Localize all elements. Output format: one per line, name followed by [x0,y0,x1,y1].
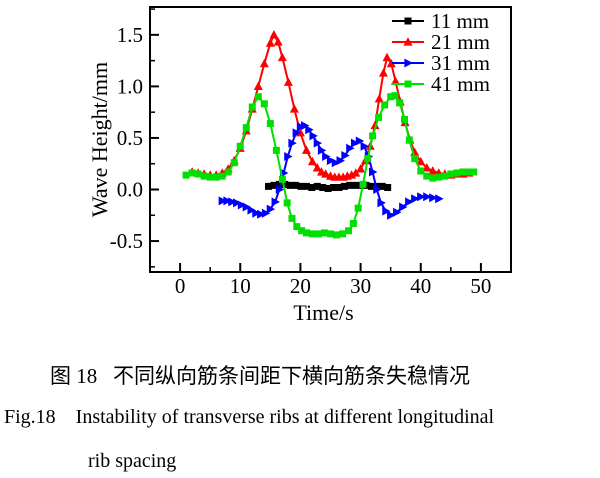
legend-marker-11mm [404,17,412,25]
legend-label-31mm: 31 mm [431,51,490,75]
series-markers-41mm [182,92,478,239]
x-tick-label: 40 [410,274,431,298]
x-axis-label: Time/s [293,300,353,325]
x-tick-label: 50 [470,274,491,298]
x-tick-label: 20 [290,274,311,298]
x-tick-label: 30 [350,274,371,298]
legend-marker-21mm [403,37,413,46]
y-tick-label: 0.0 [117,178,143,202]
x-tick-label: 0 [175,274,186,298]
y-tick-label: 1.5 [117,23,143,47]
y-tick-label: 0.5 [117,126,143,150]
legend-marker-41mm [404,80,412,88]
y-tick-label: -0.5 [110,229,143,253]
caption-english-line2: rib spacing [88,450,177,472]
plot-frame [149,6,512,273]
y-tick-label: 1.0 [117,74,143,98]
legend-label-11mm: 11 mm [431,9,489,33]
caption-chinese: 图 18 不同纵向筋条间距下横向筋条失稳情况 [50,364,470,388]
legend-label-41mm: 41 mm [431,72,490,96]
series-line-21mm [191,33,470,179]
series-line-41mm [185,94,474,236]
y-axis-label: Wave Height/mm [87,62,112,217]
legend-label-21mm: 21 mm [431,30,490,54]
x-tick-label: 10 [230,274,251,298]
caption-english-line1: Fig.18 Instability of transverse ribs at… [4,406,495,428]
legend-marker-31mm [404,58,413,68]
wave-height-line-chart: 0 10 20 30 40 50 -0.5 0.0 0.5 1.0 1.5 Time/s Wave He… [87,6,512,325]
